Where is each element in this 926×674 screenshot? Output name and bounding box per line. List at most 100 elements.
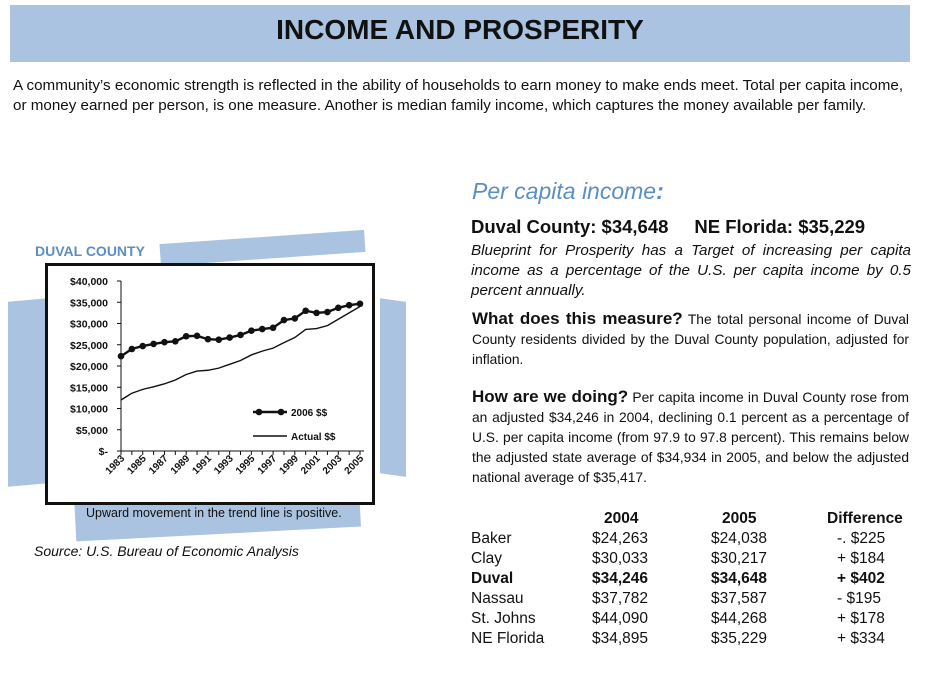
data-point bbox=[258, 325, 266, 333]
data-point bbox=[172, 338, 179, 345]
x-tick-label: 1999 bbox=[277, 453, 301, 477]
section-title: Per capita income: bbox=[472, 178, 664, 205]
row-2004: $34,246 bbox=[592, 570, 649, 587]
y-tick-label: $35,000 bbox=[70, 297, 108, 309]
row-2005: $24,038 bbox=[711, 530, 768, 547]
row-county: Duval bbox=[471, 570, 514, 587]
row-2005: $44,268 bbox=[711, 610, 768, 627]
row-difference: + $178 bbox=[837, 610, 885, 627]
data-point bbox=[128, 345, 136, 353]
data-point bbox=[117, 352, 125, 360]
y-tick-label: $25,000 bbox=[70, 340, 108, 352]
doing-text: Per capita income in Duval County rose f… bbox=[472, 390, 910, 485]
data-point bbox=[269, 324, 277, 332]
chart-svg: $40,000 $35,000 $30,000 $25,000 $20,000 $15,0… bbox=[70, 276, 367, 477]
row-county: Baker bbox=[471, 530, 512, 547]
y-tick-label: $20,000 bbox=[70, 361, 108, 373]
legend-label-2006: 2006 $$ bbox=[291, 408, 328, 419]
data-point bbox=[161, 338, 168, 346]
page-title: INCOME AND PROSPERITY bbox=[276, 14, 644, 45]
row-2005: $34,648 bbox=[711, 570, 768, 587]
table-row: St. Johns $44,090 $44,268 + $178 bbox=[471, 610, 916, 630]
x-tick-label: 2003 bbox=[321, 453, 345, 477]
income-chart: $40,000 $35,000 $30,000 $25,000 $20,000 $15,0… bbox=[45, 263, 375, 505]
data-point bbox=[215, 336, 223, 343]
table-row: Duval $34,246 $34,648 + $402 bbox=[471, 570, 916, 590]
row-2005: $30,217 bbox=[711, 550, 768, 567]
table-header-2004: 2004 bbox=[604, 510, 639, 527]
y-tick-label: $- bbox=[99, 446, 109, 458]
measure-text: The total personal income of Duval Count… bbox=[472, 312, 909, 367]
x-tick-label: 1991 bbox=[191, 453, 215, 477]
chart-title: DUVAL COUNTY bbox=[35, 243, 145, 259]
table-row: Baker $24,263 $24,038 -. $225 bbox=[471, 530, 916, 550]
data-point bbox=[345, 301, 353, 309]
data-point bbox=[324, 308, 331, 316]
y-tick-label: $30,000 bbox=[70, 319, 108, 331]
table-header-difference: Difference bbox=[827, 510, 903, 527]
row-2004: $37,782 bbox=[592, 590, 649, 607]
data-point bbox=[193, 332, 201, 340]
data-point bbox=[302, 307, 309, 315]
row-difference: + $334 bbox=[837, 630, 885, 647]
row-difference: -. $225 bbox=[837, 530, 886, 547]
data-point bbox=[356, 300, 364, 308]
row-2005: $37,587 bbox=[711, 590, 768, 607]
doing-paragraph: How are we doing? Per capita income in D… bbox=[472, 387, 909, 488]
table-row: Clay $30,033 $30,217 + $184 bbox=[471, 550, 916, 570]
data-point bbox=[182, 332, 190, 340]
legend-marker bbox=[277, 408, 285, 416]
data-point bbox=[334, 304, 342, 312]
table-row: Nassau $37,782 $37,587 - $195 bbox=[471, 590, 916, 610]
series-line-actual-dollars bbox=[120, 305, 361, 401]
section-title-colon: : bbox=[656, 178, 664, 204]
row-2004: $34,895 bbox=[592, 630, 649, 647]
row-2005: $35,229 bbox=[711, 630, 768, 647]
headline-values: Duval County: $34,648 NE Florida: $35,229 bbox=[471, 216, 916, 238]
row-county: St. Johns bbox=[471, 610, 536, 627]
data-point bbox=[248, 327, 255, 335]
row-2004: $24,263 bbox=[592, 530, 649, 547]
section-title-text: Per capita income bbox=[472, 178, 657, 204]
table-header: 2004 2005 Difference bbox=[471, 510, 916, 530]
x-tick-label: 2001 bbox=[299, 453, 323, 477]
data-point bbox=[204, 335, 212, 343]
data-point bbox=[139, 342, 147, 350]
measure-paragraph: What does this measure? The total person… bbox=[472, 309, 909, 370]
row-difference: + $184 bbox=[837, 550, 885, 567]
x-tick-label: 1989 bbox=[169, 453, 193, 477]
y-tick-label: $15,000 bbox=[70, 382, 108, 394]
table-row: NE Florida $34,895 $35,229 + $334 bbox=[471, 630, 916, 650]
data-point bbox=[237, 331, 244, 339]
doing-lead: How are we doing? bbox=[472, 387, 629, 406]
data-point bbox=[313, 309, 320, 317]
row-difference: + $402 bbox=[837, 570, 885, 587]
intro-paragraph: A community’s economic strength is refle… bbox=[13, 77, 904, 114]
row-difference: - $195 bbox=[837, 590, 881, 607]
row-2004: $30,033 bbox=[592, 550, 649, 567]
data-point bbox=[291, 315, 299, 322]
decor-band-top bbox=[159, 229, 366, 267]
row-county: Nassau bbox=[471, 590, 524, 607]
headline-duval: Duval County: $34,648 bbox=[471, 216, 669, 237]
x-tick-label: 1997 bbox=[256, 453, 280, 477]
row-2004: $44,090 bbox=[592, 610, 649, 627]
decor-band-right bbox=[380, 298, 406, 477]
data-point bbox=[280, 316, 288, 324]
chart-caption: Upward movement in the trend line is pos… bbox=[86, 506, 342, 520]
row-county: NE Florida bbox=[471, 630, 545, 647]
data-point bbox=[226, 334, 233, 341]
x-tick-label: 2005 bbox=[343, 453, 367, 477]
x-tick-label: 1985 bbox=[125, 453, 149, 477]
legend-label-actual: Actual $$ bbox=[291, 432, 336, 443]
y-tick-label: $40,000 bbox=[70, 276, 108, 288]
y-tick-label: $10,000 bbox=[70, 404, 108, 416]
source-note: Source: U.S. Bureau of Economic Analysis bbox=[34, 543, 299, 559]
header-band: INCOME AND PROSPERITY bbox=[10, 5, 910, 62]
x-tick-label: 1993 bbox=[212, 453, 236, 477]
target-statement: Blueprint for Prosperity has a Target of… bbox=[471, 242, 911, 299]
legend-marker bbox=[255, 408, 263, 416]
table-header-2005: 2005 bbox=[722, 510, 757, 527]
row-county: Clay bbox=[471, 550, 503, 567]
x-tick-label: 1995 bbox=[234, 453, 258, 477]
